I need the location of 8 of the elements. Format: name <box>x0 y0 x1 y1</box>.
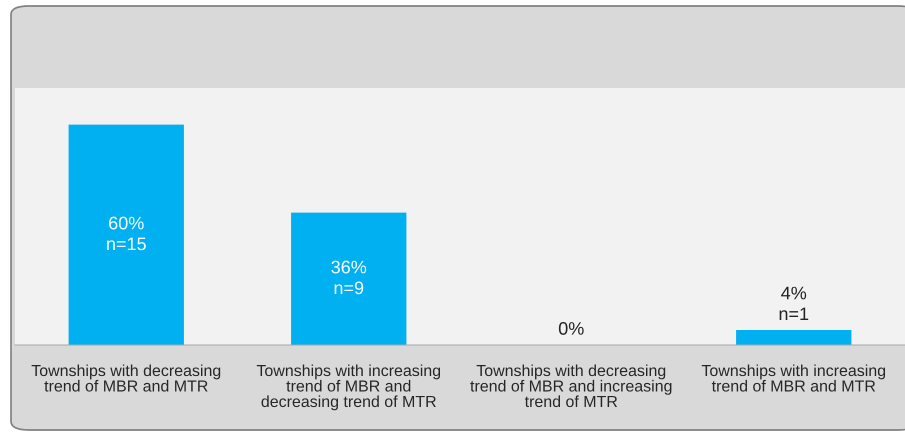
x-tick-label: Townships with decreasing trend of MBR and MTR <box>32 364 220 392</box>
x-tick-label: Townships with increasing trend of MBR and decreasing trend of MTR <box>256 364 440 410</box>
data-label: 4% n=1 <box>780 286 808 320</box>
x-tick-label: Townships with increasing trend of MBR and MTR <box>702 364 886 392</box>
x-tick-label: Townships with decreasing trend of MBR and increasing trend of MTR <box>470 364 672 408</box>
data-label: 36% n=9 <box>331 260 366 294</box>
data-label: 60% n=15 <box>107 216 146 250</box>
data-label: 0% <box>558 322 584 335</box>
